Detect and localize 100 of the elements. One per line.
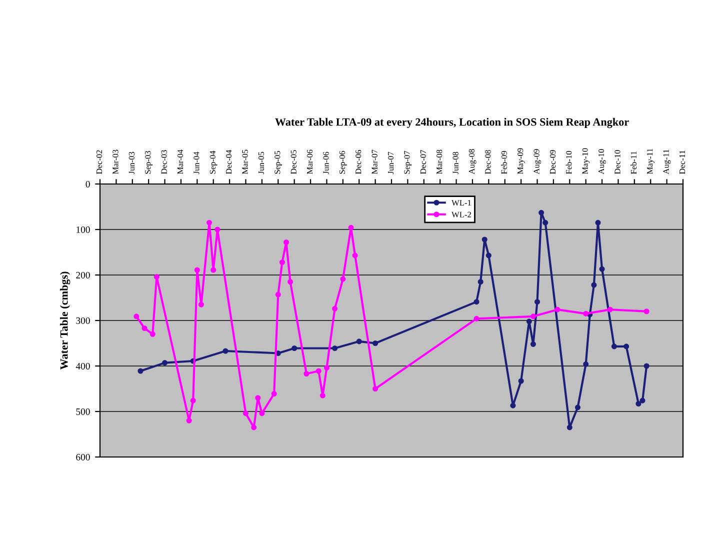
x-tick-label: Mar-03 bbox=[112, 150, 118, 174]
x-tick-label: Jun-06 bbox=[323, 152, 329, 174]
point bbox=[142, 325, 148, 332]
x-tick-label: May-09 bbox=[517, 148, 525, 174]
x-tick-label: Jun-03 bbox=[128, 152, 134, 174]
legend-label: WL-1 bbox=[452, 200, 471, 206]
x-tick-label: Dec-10 bbox=[614, 150, 620, 174]
x-tick-label: Feb-10 bbox=[566, 150, 572, 174]
point bbox=[332, 306, 338, 312]
x-tick-label: Dec-02 bbox=[96, 150, 102, 174]
x-tick-label: Dec-05 bbox=[290, 150, 296, 174]
point bbox=[198, 302, 204, 308]
point bbox=[134, 314, 140, 320]
x-tick-label: Dec-03 bbox=[161, 150, 167, 174]
point bbox=[255, 395, 261, 401]
point bbox=[372, 386, 378, 392]
point bbox=[206, 220, 212, 226]
point bbox=[640, 398, 646, 404]
y-tick-label: 200 bbox=[76, 272, 90, 278]
y-axis-title: Water Table (cmbgs) bbox=[60, 272, 70, 370]
x-tick-label: Dec-08 bbox=[485, 150, 491, 174]
point bbox=[271, 390, 277, 397]
point bbox=[340, 276, 346, 282]
x-tick-label: Jun-05 bbox=[258, 152, 264, 174]
point bbox=[510, 402, 516, 408]
x-tick-label: Aug-11 bbox=[663, 150, 671, 174]
point bbox=[162, 360, 168, 366]
point bbox=[356, 338, 362, 344]
x-tick-label: Dec-06 bbox=[356, 150, 362, 174]
point bbox=[644, 363, 650, 369]
x-tick-label: Dec-04 bbox=[226, 150, 232, 174]
point bbox=[259, 410, 265, 416]
point bbox=[348, 224, 354, 230]
x-tick-label: Aug-10 bbox=[598, 149, 606, 174]
x-tick-label: Sep-07 bbox=[404, 150, 412, 174]
x-tick-label: Sep-05 bbox=[274, 150, 282, 174]
point bbox=[304, 370, 310, 377]
point bbox=[292, 345, 298, 352]
point bbox=[482, 236, 488, 242]
y-tick-label: 0 bbox=[86, 180, 90, 188]
point bbox=[210, 267, 216, 273]
point bbox=[538, 210, 544, 216]
point bbox=[624, 344, 630, 350]
point bbox=[194, 267, 200, 273]
x-tick-label: Sep-04 bbox=[210, 150, 218, 174]
point bbox=[154, 274, 160, 280]
point bbox=[583, 310, 589, 316]
point bbox=[138, 368, 144, 374]
point bbox=[474, 299, 480, 305]
x-tick-label: Jun-04 bbox=[194, 152, 200, 174]
point bbox=[275, 292, 281, 298]
legend-label: WL-2 bbox=[452, 212, 471, 218]
y-tick-label: 100 bbox=[76, 226, 90, 233]
x-tick-label: Dec-07 bbox=[420, 150, 426, 174]
point bbox=[595, 220, 601, 226]
x-tick-label: Jun-08 bbox=[452, 152, 458, 174]
y-tick-label: 500 bbox=[76, 408, 90, 415]
point bbox=[222, 348, 228, 354]
y-tick-label: 300 bbox=[76, 317, 90, 324]
x-tick-label: Mar-08 bbox=[436, 150, 442, 174]
y-tick-label: 600 bbox=[76, 454, 90, 460]
x-tick-label: Aug-09 bbox=[534, 149, 542, 174]
x-tick-label: Dec-09 bbox=[550, 150, 556, 174]
point bbox=[324, 365, 330, 371]
point bbox=[591, 282, 597, 288]
point bbox=[518, 378, 524, 384]
point bbox=[332, 345, 338, 352]
point bbox=[599, 266, 605, 272]
point bbox=[636, 400, 642, 407]
point bbox=[279, 259, 285, 266]
x-tick-label: Feb-09 bbox=[501, 151, 507, 174]
point bbox=[186, 418, 192, 424]
x-tick-label: Aug-08 bbox=[468, 149, 476, 174]
point bbox=[530, 314, 536, 320]
chart-title: Water Table LTA-09 at every 24hours, Location in SOS Siem Reap Angkor bbox=[275, 118, 629, 128]
point bbox=[534, 299, 540, 305]
point bbox=[474, 316, 480, 322]
x-tick-label: Sep-06 bbox=[339, 150, 347, 174]
x-tick-label: Mar-05 bbox=[242, 150, 248, 174]
point bbox=[242, 410, 249, 416]
x-tick-label: Mar-07 bbox=[372, 150, 378, 174]
point bbox=[320, 392, 326, 398]
point bbox=[316, 368, 322, 374]
x-tick-label: May-10 bbox=[582, 148, 590, 174]
x-tick-label: Sep-03 bbox=[145, 150, 152, 174]
x-tick-label: Mar-06 bbox=[306, 150, 313, 174]
point bbox=[574, 404, 581, 410]
point bbox=[283, 239, 290, 246]
x-tick-label: Jun-07 bbox=[388, 152, 394, 174]
x-tick-label: Mar-04 bbox=[177, 150, 184, 174]
point bbox=[583, 361, 589, 367]
point bbox=[526, 318, 532, 324]
point bbox=[190, 398, 196, 404]
point bbox=[542, 220, 548, 226]
point bbox=[288, 279, 294, 285]
x-tick-label: May-11 bbox=[647, 148, 654, 174]
point bbox=[607, 306, 613, 312]
point bbox=[372, 340, 378, 346]
point bbox=[644, 308, 650, 314]
point bbox=[251, 424, 257, 430]
